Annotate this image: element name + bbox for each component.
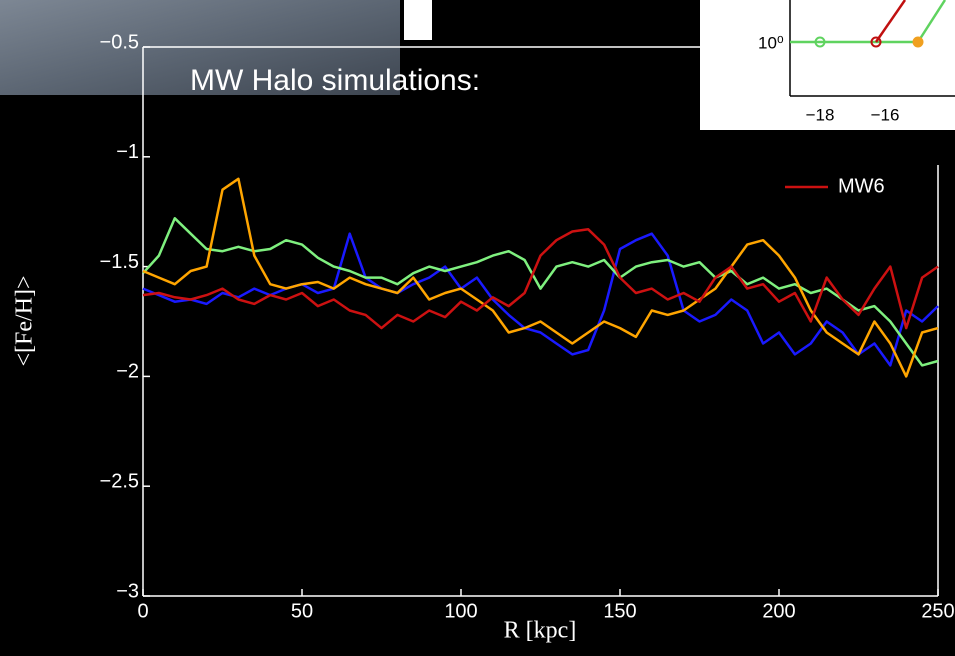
annotation: MW Halo simulations: [190, 64, 480, 97]
white-block [404, 0, 432, 40]
y-tick-label: −1.5 [100, 251, 139, 273]
legend-label: MW6 [838, 175, 885, 197]
x-tick-label: 200 [762, 600, 795, 622]
inset-line [916, 0, 947, 43]
x-axis-title: R [kpc] [504, 618, 577, 644]
y-tick-label: −2.5 [100, 470, 139, 492]
series-line [142, 228, 939, 330]
inset-marker [814, 36, 826, 48]
y-tick-label: −0.5 [100, 31, 139, 53]
x-tick-label: 100 [444, 600, 477, 622]
inset: 10⁰ −18 −16 [700, 0, 955, 130]
y-axis-title: <[Fe/H]> [12, 275, 38, 366]
x-tick-label: 0 [137, 600, 148, 622]
y-tick-label: −1 [116, 141, 139, 163]
x-tick-label: 150 [603, 600, 636, 622]
inset-line [874, 0, 907, 43]
series-line [142, 177, 939, 378]
inset-background [700, 0, 955, 130]
x-tick-label: 250 [921, 600, 954, 622]
series-line [142, 217, 939, 367]
inset-y-tick-label: 10⁰ [758, 33, 784, 52]
y-tick-label: −2 [116, 361, 139, 383]
inset-x-tick-label: −16 [871, 105, 900, 124]
series-line [142, 232, 939, 367]
inset-x-tick-label: −18 [806, 105, 835, 124]
x-tick-label: 50 [291, 600, 313, 622]
inset-marker [870, 36, 882, 48]
y-tick-label: −3 [116, 580, 139, 602]
inset-marker [912, 36, 924, 48]
